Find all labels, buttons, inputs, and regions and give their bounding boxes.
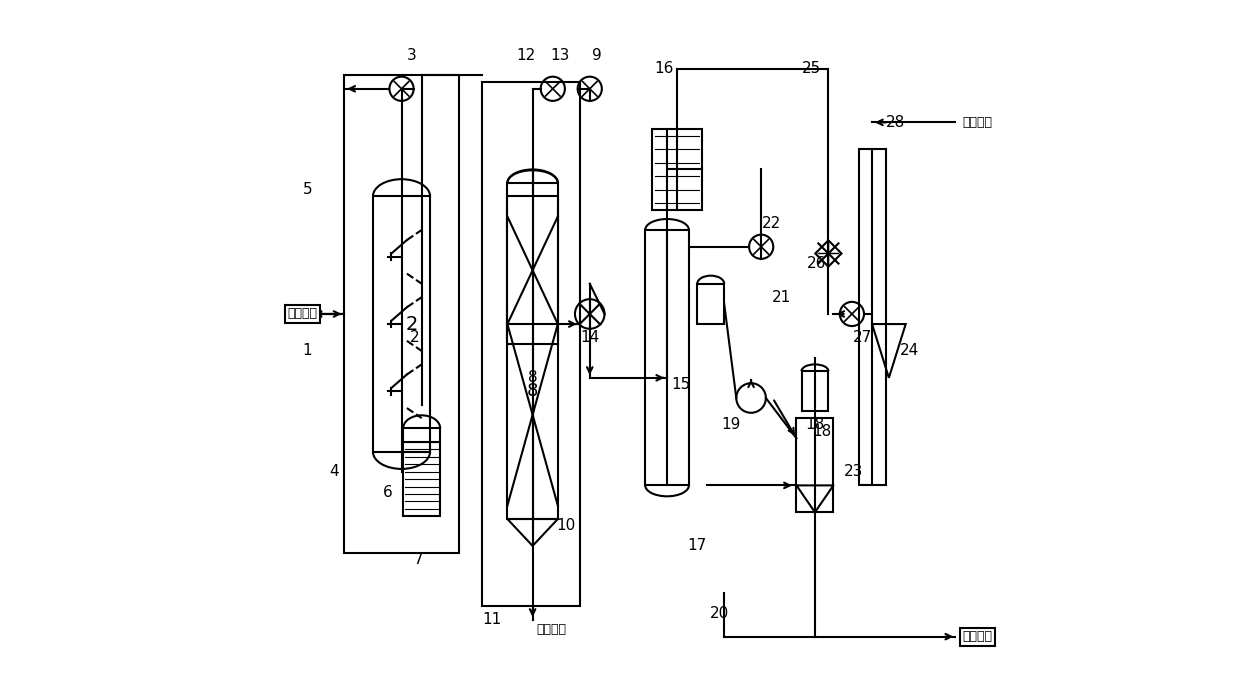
Text: 9: 9 (591, 48, 601, 63)
Bar (645, 230, 689, 485)
Text: 7: 7 (413, 552, 423, 567)
Text: 8: 8 (528, 371, 537, 385)
Bar (796, 418, 833, 512)
Bar (858, 149, 885, 485)
Text: 2: 2 (410, 330, 420, 345)
Text: 开工蒸汽: 开工蒸汽 (962, 116, 993, 129)
Bar (507, 183, 558, 344)
Text: 24: 24 (899, 344, 919, 358)
Text: 28: 28 (887, 115, 905, 130)
Text: 二氧化硫: 二氧化硫 (962, 630, 993, 643)
Text: 11: 11 (482, 612, 502, 627)
Text: 19: 19 (722, 417, 740, 433)
Text: 27: 27 (852, 330, 872, 345)
Bar (345, 76, 459, 553)
Bar (697, 284, 724, 324)
Text: 22: 22 (761, 216, 781, 231)
Bar (652, 129, 702, 210)
Text: 13: 13 (549, 48, 569, 63)
Text: 26: 26 (807, 256, 827, 271)
Text: 3: 3 (407, 48, 417, 63)
Text: 8: 8 (527, 382, 538, 400)
Text: 18: 18 (812, 424, 831, 439)
Text: 25: 25 (802, 61, 821, 76)
Text: 净化尾气: 净化尾气 (536, 624, 565, 637)
Bar (482, 82, 579, 606)
Bar (507, 196, 558, 519)
Text: 12: 12 (516, 48, 536, 63)
Text: 21: 21 (771, 290, 791, 304)
Text: 15: 15 (671, 377, 691, 392)
Text: 14: 14 (580, 330, 599, 345)
Bar (801, 371, 828, 412)
Text: 16: 16 (653, 61, 673, 76)
Bar (403, 428, 440, 516)
Text: 17: 17 (688, 539, 707, 553)
Text: 1: 1 (303, 344, 312, 358)
Text: 含硫废气: 含硫废气 (288, 308, 317, 321)
Text: 2: 2 (405, 315, 418, 333)
Text: 18: 18 (805, 417, 825, 433)
Text: 20: 20 (709, 605, 729, 620)
Text: 6: 6 (383, 485, 393, 500)
Text: 10: 10 (557, 518, 575, 533)
Text: 5: 5 (303, 182, 312, 197)
Text: 23: 23 (843, 464, 863, 479)
Text: 4: 4 (330, 464, 339, 479)
Bar (373, 196, 430, 452)
